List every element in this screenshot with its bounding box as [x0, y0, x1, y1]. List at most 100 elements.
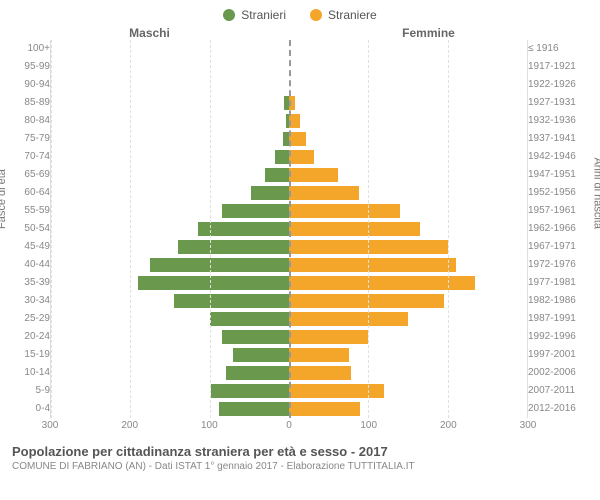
birth-label: 1932-1936 — [528, 112, 592, 130]
bar-female — [289, 168, 338, 182]
age-label: 0-4 — [8, 400, 50, 418]
age-label: 75-79 — [8, 130, 50, 148]
bar-female — [289, 330, 368, 344]
age-label: 5-9 — [8, 382, 50, 400]
bar-female — [289, 222, 420, 236]
bar-female — [289, 186, 359, 200]
birth-label: 1997-2001 — [528, 346, 592, 364]
gridline — [130, 40, 131, 418]
birth-label: 1987-1991 — [528, 310, 592, 328]
age-label: 45-49 — [8, 238, 50, 256]
bar-female — [289, 402, 360, 416]
birth-label: 1957-1961 — [528, 202, 592, 220]
x-axis: 300 200 100 0 100 200 300 — [8, 420, 592, 434]
bar-male — [178, 240, 289, 254]
legend: Stranieri Straniere — [0, 0, 600, 26]
bar-female — [289, 258, 456, 272]
x-tick: 200 — [121, 420, 138, 431]
bar-female — [289, 348, 349, 362]
birth-label: 2012-2016 — [528, 400, 592, 418]
birth-label: 1927-1931 — [528, 94, 592, 112]
birth-label: 1942-1946 — [528, 148, 592, 166]
bar-male — [222, 330, 289, 344]
bar-female — [289, 150, 314, 164]
gridline — [448, 40, 449, 418]
bar-female — [289, 312, 408, 326]
bar-female — [289, 384, 384, 398]
footer: Popolazione per cittadinanza straniera p… — [0, 434, 600, 472]
x-tick: 0 — [286, 420, 292, 431]
legend-label-female: Straniere — [328, 8, 377, 22]
age-label: 90-94 — [8, 76, 50, 94]
age-label: 30-34 — [8, 292, 50, 310]
birth-label: 1937-1941 — [528, 130, 592, 148]
bar-male — [150, 258, 289, 272]
age-label: 70-74 — [8, 148, 50, 166]
legend-swatch-female — [310, 9, 322, 21]
x-tick: 100 — [360, 420, 377, 431]
center-line — [289, 40, 291, 418]
bar-male — [226, 366, 289, 380]
birth-label: 1967-1971 — [528, 238, 592, 256]
bar-male — [222, 204, 289, 218]
age-label: 95-99 — [8, 58, 50, 76]
age-label: 35-39 — [8, 274, 50, 292]
bar-male — [233, 348, 289, 362]
gridline — [368, 40, 369, 418]
bar-male — [210, 312, 289, 326]
bar-male — [138, 276, 289, 290]
x-tick: 300 — [520, 420, 537, 431]
birth-label: 1962-1966 — [528, 220, 592, 238]
age-label: 60-64 — [8, 184, 50, 202]
bar-female — [289, 366, 351, 380]
header-female: Femmine — [289, 26, 528, 40]
bar-male — [251, 186, 289, 200]
gridline — [210, 40, 211, 418]
age-label: 85-89 — [8, 94, 50, 112]
bar-male — [211, 384, 289, 398]
legend-item-male: Stranieri — [223, 8, 286, 22]
x-ticks: 3002001000100200300 — [50, 420, 528, 434]
y-axis-left: 100+95-9990-9485-8980-8475-7970-7465-696… — [8, 40, 50, 418]
bar-female — [289, 204, 400, 218]
bar-female — [289, 294, 444, 308]
age-label: 65-69 — [8, 166, 50, 184]
x-tick: 200 — [440, 420, 457, 431]
birth-label: 1972-1976 — [528, 256, 592, 274]
birth-label: 1947-1951 — [528, 166, 592, 184]
birth-label: 1992-1996 — [528, 328, 592, 346]
gridline — [527, 40, 528, 418]
bar-male — [219, 402, 289, 416]
chart-title: Popolazione per cittadinanza straniera p… — [12, 444, 588, 459]
age-label: 20-24 — [8, 328, 50, 346]
age-label: 80-84 — [8, 112, 50, 130]
age-label: 25-29 — [8, 310, 50, 328]
legend-label-male: Stranieri — [241, 8, 286, 22]
birth-label: 1982-1986 — [528, 292, 592, 310]
column-headers: Maschi Femmine — [0, 26, 600, 40]
legend-swatch-male — [223, 9, 235, 21]
y-axis-right: ≤ 19161917-19211922-19261927-19311932-19… — [528, 40, 592, 418]
x-tick: 100 — [201, 420, 218, 431]
bar-male — [275, 150, 289, 164]
gridline — [51, 40, 52, 418]
bar-male — [174, 294, 289, 308]
chart-subtitle: COMUNE DI FABRIANO (AN) - Dati ISTAT 1° … — [12, 461, 588, 472]
bar-male — [265, 168, 289, 182]
age-label: 100+ — [8, 40, 50, 58]
birth-label: 1917-1921 — [528, 58, 592, 76]
birth-label: ≤ 1916 — [528, 40, 592, 58]
age-label: 55-59 — [8, 202, 50, 220]
x-tick: 300 — [42, 420, 59, 431]
bar-male — [198, 222, 289, 236]
birth-label: 1922-1926 — [528, 76, 592, 94]
birth-label: 2007-2011 — [528, 382, 592, 400]
legend-item-female: Straniere — [310, 8, 377, 22]
birth-label: 1977-1981 — [528, 274, 592, 292]
y-axis-title-left: Fasce di età — [0, 169, 8, 229]
birth-label: 2002-2006 — [528, 364, 592, 382]
age-label: 50-54 — [8, 220, 50, 238]
plot-area — [50, 40, 528, 418]
bar-female — [289, 132, 306, 146]
birth-label: 1952-1956 — [528, 184, 592, 202]
